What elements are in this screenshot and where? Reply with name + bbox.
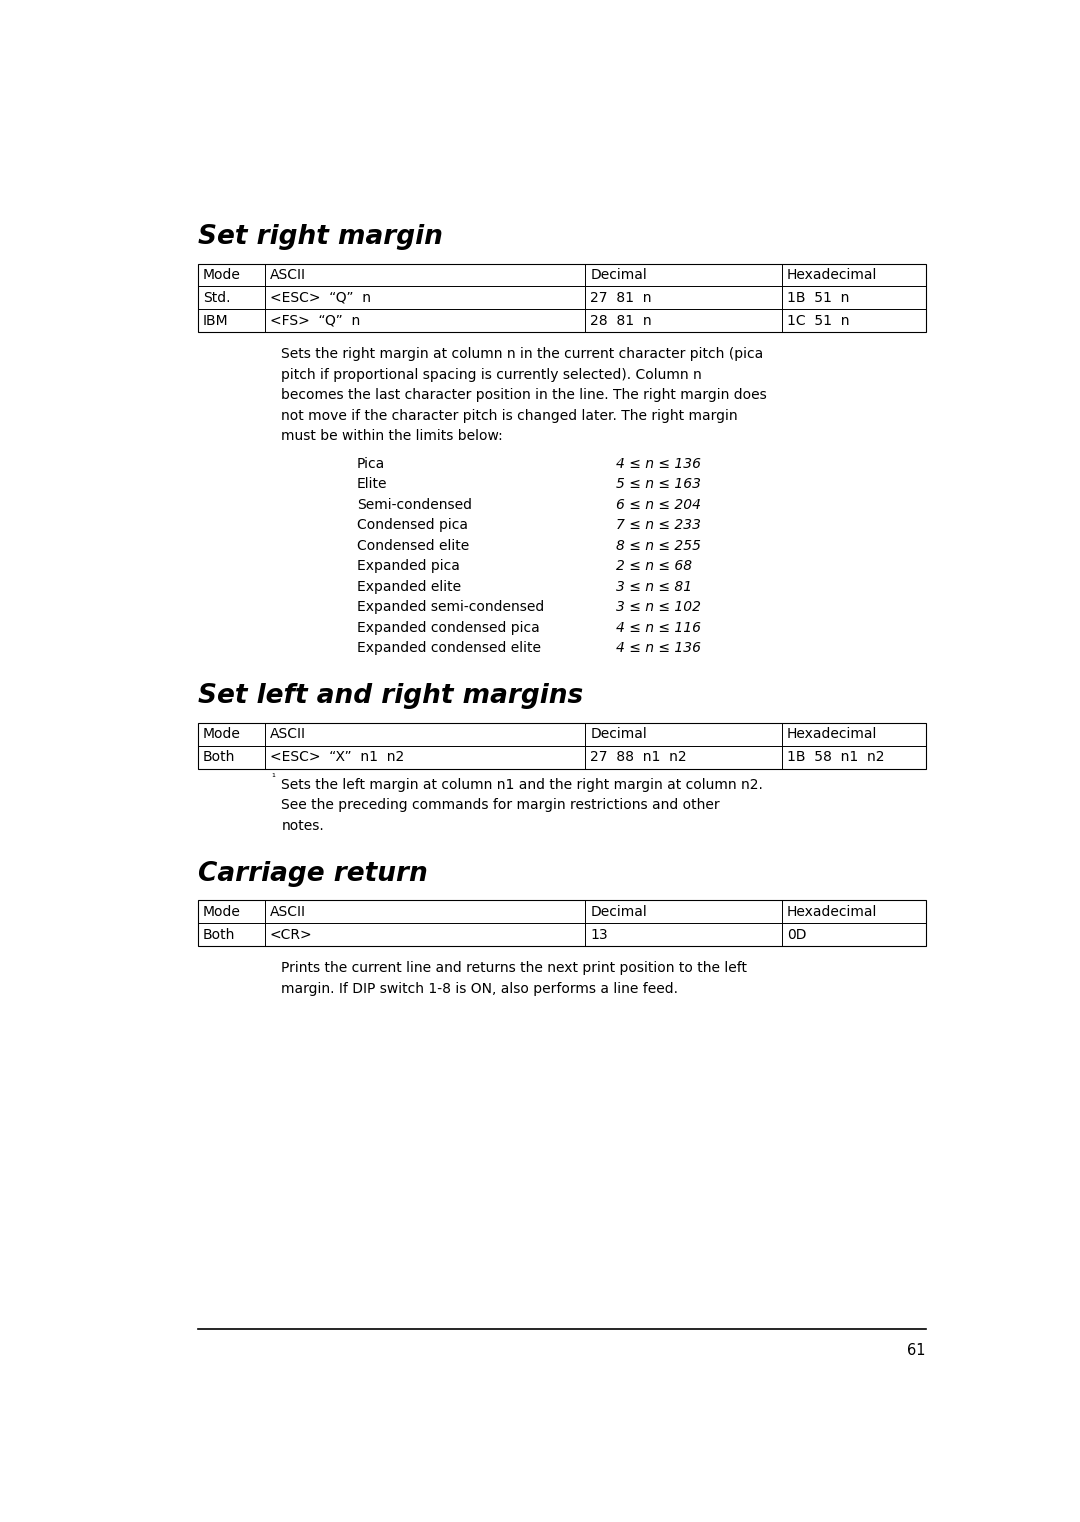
Text: must be within the limits below:: must be within the limits below:: [282, 429, 503, 443]
Text: Std.: Std.: [203, 291, 230, 304]
Bar: [198, 263, 926, 332]
Text: becomes the last character position in the line. The right margin does: becomes the last character position in t…: [282, 388, 767, 402]
Text: Sets the left margin at column n1 and the right margin at column n2.: Sets the left margin at column n1 and th…: [282, 778, 764, 791]
Text: Expanded semi-condensed: Expanded semi-condensed: [356, 601, 544, 615]
Text: margin. If DIP switch 1-8 is ON, also performs a line feed.: margin. If DIP switch 1-8 is ON, also pe…: [282, 982, 678, 995]
Text: 28  81  n: 28 81 n: [590, 314, 652, 327]
Text: not move if the character pitch is changed later. The right margin: not move if the character pitch is chang…: [282, 409, 738, 423]
Text: 4 ≤ n ≤ 136: 4 ≤ n ≤ 136: [617, 457, 701, 470]
Text: Expanded condensed elite: Expanded condensed elite: [356, 641, 541, 656]
Text: <ESC>  “X”  n1  n2: <ESC> “X” n1 n2: [270, 750, 404, 764]
Text: IBM: IBM: [203, 314, 229, 327]
Text: 3 ≤ n ≤ 102: 3 ≤ n ≤ 102: [617, 601, 701, 615]
Text: Decimal: Decimal: [590, 906, 647, 919]
Text: 1B  51  n: 1B 51 n: [787, 291, 849, 304]
Text: Pica: Pica: [356, 457, 386, 470]
Text: 4 ≤ n ≤ 136: 4 ≤ n ≤ 136: [617, 641, 701, 656]
Text: Hexadecimal: Hexadecimal: [787, 268, 877, 282]
Text: Mode: Mode: [203, 268, 241, 282]
Text: 5 ≤ n ≤ 163: 5 ≤ n ≤ 163: [617, 478, 701, 492]
Text: 13: 13: [590, 928, 608, 942]
Text: ¹: ¹: [271, 773, 275, 784]
Text: Expanded pica: Expanded pica: [356, 560, 460, 574]
Text: <FS>  “Q”  n: <FS> “Q” n: [270, 314, 360, 327]
Text: Semi-condensed: Semi-condensed: [356, 498, 472, 511]
Text: 4 ≤ n ≤ 116: 4 ≤ n ≤ 116: [617, 621, 701, 635]
Bar: [198, 901, 926, 947]
Text: 7 ≤ n ≤ 233: 7 ≤ n ≤ 233: [617, 519, 701, 533]
Text: 8 ≤ n ≤ 255: 8 ≤ n ≤ 255: [617, 539, 701, 552]
Text: Sets the right margin at column n in the current character pitch (pica: Sets the right margin at column n in the…: [282, 347, 764, 361]
Text: Prints the current line and returns the next print position to the left: Prints the current line and returns the …: [282, 962, 747, 976]
Text: Expanded condensed pica: Expanded condensed pica: [356, 621, 540, 635]
Text: Set right margin: Set right margin: [198, 224, 443, 250]
Text: Both: Both: [203, 928, 235, 942]
Text: <ESC>  “Q”  n: <ESC> “Q” n: [270, 291, 370, 304]
Text: notes.: notes.: [282, 819, 324, 833]
Text: Elite: Elite: [356, 478, 388, 492]
Text: pitch if proportional spacing is currently selected). Column n: pitch if proportional spacing is current…: [282, 368, 702, 382]
Text: ASCII: ASCII: [270, 906, 306, 919]
Text: 1C  51  n: 1C 51 n: [787, 314, 849, 327]
Text: 61: 61: [907, 1342, 926, 1358]
Text: Expanded elite: Expanded elite: [356, 580, 461, 594]
Text: See the preceding commands for margin restrictions and other: See the preceding commands for margin re…: [282, 799, 720, 813]
Text: <CR>: <CR>: [270, 928, 312, 942]
Text: ASCII: ASCII: [270, 728, 306, 741]
Text: Carriage return: Carriage return: [198, 860, 428, 887]
Text: 27  88  n1  n2: 27 88 n1 n2: [590, 750, 687, 764]
Text: Hexadecimal: Hexadecimal: [787, 906, 877, 919]
Text: Condensed pica: Condensed pica: [356, 519, 468, 533]
Text: 3 ≤ n ≤ 81: 3 ≤ n ≤ 81: [617, 580, 692, 594]
Text: Both: Both: [203, 750, 235, 764]
Text: 1B  58  n1  n2: 1B 58 n1 n2: [787, 750, 885, 764]
Text: 2 ≤ n ≤ 68: 2 ≤ n ≤ 68: [617, 560, 692, 574]
Text: Decimal: Decimal: [590, 728, 647, 741]
Text: Set left and right margins: Set left and right margins: [198, 683, 583, 709]
Bar: [198, 723, 926, 769]
Text: Mode: Mode: [203, 728, 241, 741]
Text: 6 ≤ n ≤ 204: 6 ≤ n ≤ 204: [617, 498, 701, 511]
Text: Decimal: Decimal: [590, 268, 647, 282]
Text: 0D: 0D: [787, 928, 807, 942]
Text: Mode: Mode: [203, 906, 241, 919]
Text: Condensed elite: Condensed elite: [356, 539, 469, 552]
Text: Hexadecimal: Hexadecimal: [787, 728, 877, 741]
Text: 27  81  n: 27 81 n: [590, 291, 651, 304]
Text: ASCII: ASCII: [270, 268, 306, 282]
